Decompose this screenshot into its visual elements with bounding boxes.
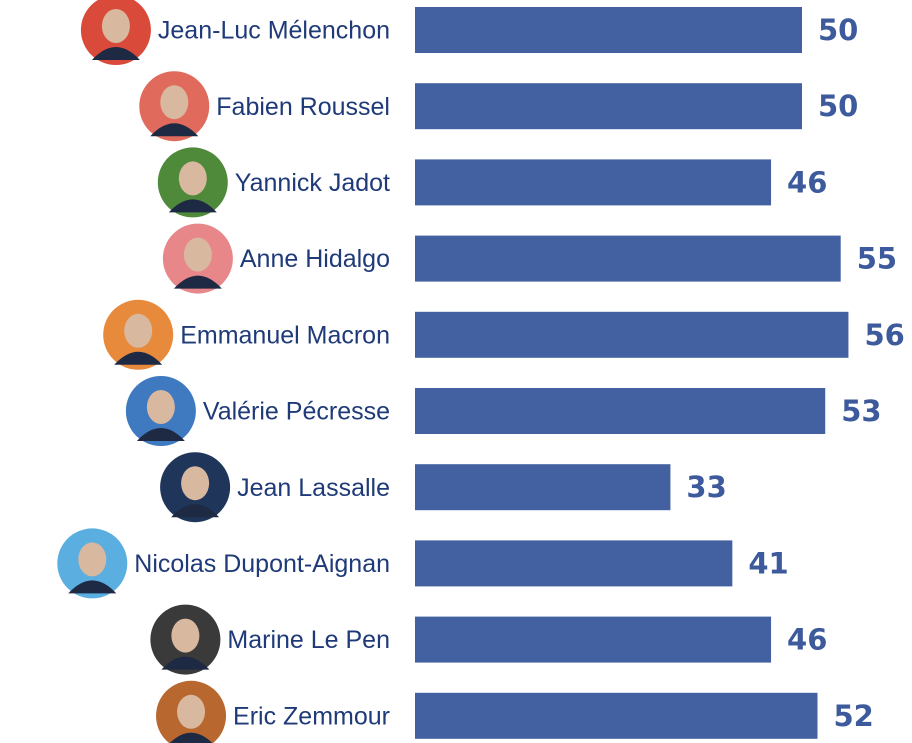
avatar-body xyxy=(114,351,163,365)
bar xyxy=(415,235,841,282)
value-label: 50 xyxy=(818,89,858,123)
category-label: Jean-Luc Mélenchon xyxy=(158,17,390,45)
avatar-face xyxy=(78,542,107,577)
avatar-face xyxy=(183,237,212,272)
avatar-body xyxy=(171,504,220,518)
category-label: Yannick Jadot xyxy=(235,169,390,197)
avatar-face xyxy=(177,694,206,729)
avatar xyxy=(103,299,174,370)
bar xyxy=(415,159,772,206)
bar xyxy=(415,692,818,739)
bar xyxy=(415,388,826,434)
avatar xyxy=(160,452,231,523)
avatar-face xyxy=(171,618,200,653)
bar xyxy=(415,616,772,663)
bar xyxy=(415,83,802,130)
value-label: 46 xyxy=(787,623,827,657)
value-label: 56 xyxy=(864,318,904,352)
bar xyxy=(415,7,802,53)
category-label: Eric Zemmour xyxy=(233,702,390,730)
avatar-face xyxy=(146,390,175,424)
avatar xyxy=(57,528,128,599)
avatar-body xyxy=(68,580,117,594)
value-label: 52 xyxy=(833,699,873,733)
category-label: Anne Hidalgo xyxy=(240,245,390,273)
avatar xyxy=(125,376,196,446)
avatar-body xyxy=(169,732,213,743)
avatar-body xyxy=(168,199,217,213)
avatar-face xyxy=(124,313,153,348)
avatar-face xyxy=(160,85,189,120)
avatar xyxy=(150,604,221,675)
avatar-body xyxy=(173,275,222,289)
value-label: 50 xyxy=(818,13,858,47)
bar xyxy=(415,464,671,511)
avatar-body xyxy=(136,428,185,441)
category-label: Jean Lassalle xyxy=(237,474,390,502)
avatar-face xyxy=(181,466,210,501)
category-label: Fabien Roussel xyxy=(216,93,390,121)
avatar-body xyxy=(91,47,140,60)
avatar xyxy=(80,0,151,65)
bar xyxy=(415,540,733,587)
category-label: Nicolas Dupont-Aignan xyxy=(134,550,390,578)
category-label: Marine Le Pen xyxy=(227,626,390,654)
avatar-body xyxy=(150,123,199,137)
value-label: 46 xyxy=(787,165,827,199)
avatar xyxy=(156,680,227,743)
avatar-face xyxy=(101,9,130,43)
avatar xyxy=(139,71,210,142)
value-label: 55 xyxy=(857,242,897,276)
category-label: Emmanuel Macron xyxy=(180,321,390,349)
bar xyxy=(415,311,849,358)
avatar-body xyxy=(161,656,210,670)
avatar-face xyxy=(178,161,207,196)
avatar xyxy=(157,147,228,218)
avatar xyxy=(162,223,233,294)
value-label: 33 xyxy=(686,470,726,504)
category-label: Valérie Pécresse xyxy=(203,398,390,426)
value-label: 53 xyxy=(841,394,881,428)
value-label: 41 xyxy=(748,546,788,580)
